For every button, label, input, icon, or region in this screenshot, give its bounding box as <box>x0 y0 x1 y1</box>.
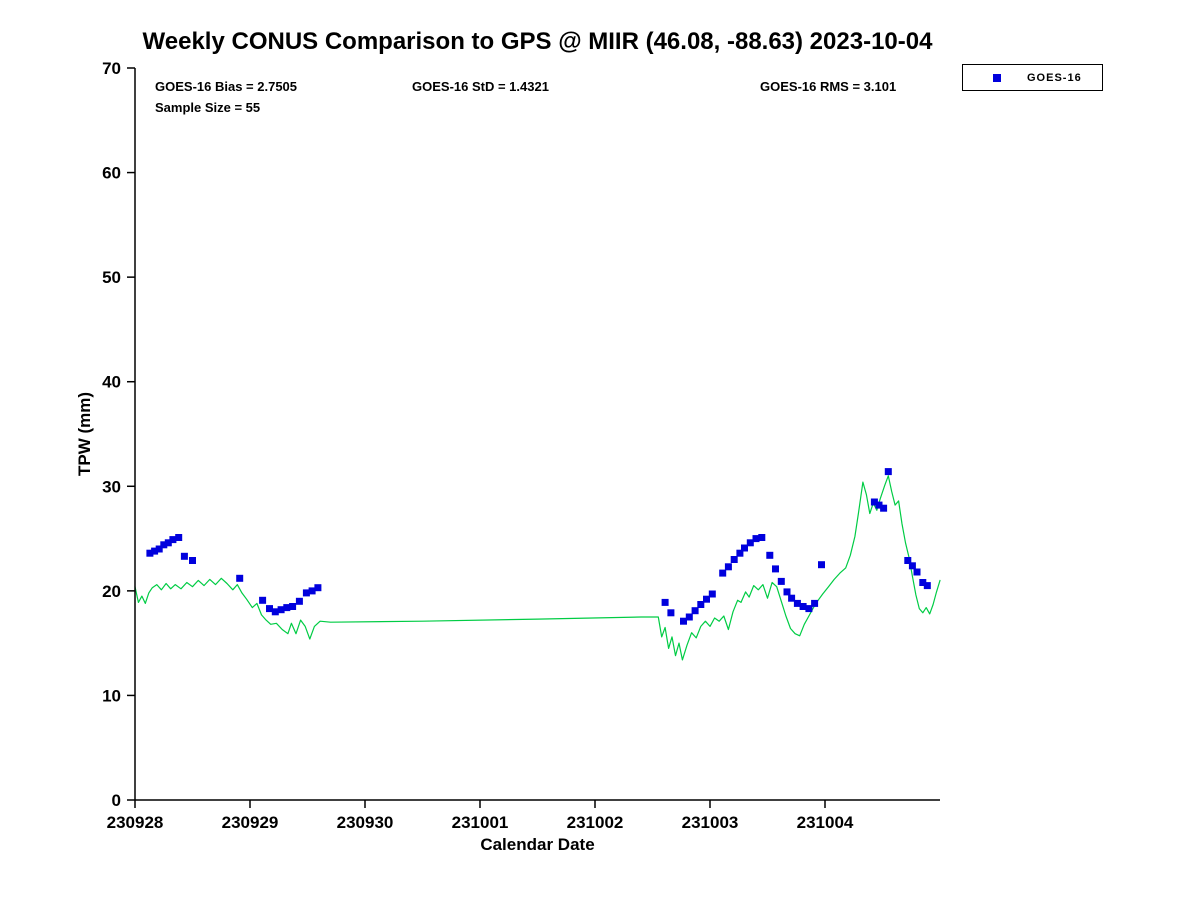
goes16-point <box>818 561 825 569</box>
x-tick-label: 231001 <box>452 813 509 832</box>
goes16-point <box>259 596 267 604</box>
goes16-point <box>758 534 766 541</box>
goes16-point <box>180 552 188 560</box>
goes16-point <box>169 536 177 544</box>
goes16-point <box>155 545 163 553</box>
goes16-point <box>736 549 744 557</box>
goes16-point <box>175 534 183 541</box>
rms-annotation: GOES-16 RMS = 3.101 <box>760 79 897 94</box>
goes16-point <box>697 601 705 608</box>
y-tick-label: 70 <box>102 59 121 78</box>
goes16-point <box>730 556 738 563</box>
goes16-point <box>719 569 727 577</box>
goes16-point <box>160 541 168 549</box>
goes16-point <box>661 598 669 606</box>
y-tick-label: 30 <box>102 477 121 496</box>
goes16-point <box>919 579 927 586</box>
goes16-point <box>691 607 699 615</box>
goes16-point <box>680 617 687 625</box>
goes16-point <box>811 599 819 607</box>
gps-line <box>134 475 941 661</box>
goes16-point <box>875 501 883 509</box>
y-axis-label: TPW (mm) <box>75 392 94 476</box>
x-axis-label: Calendar Date <box>480 835 594 854</box>
x-tick-label: 230929 <box>222 813 279 832</box>
goes16-point <box>277 606 285 614</box>
goes16-point <box>904 557 912 564</box>
y-tick-label: 20 <box>102 582 121 601</box>
goes16-point <box>772 565 779 573</box>
x-tick-label: 230928 <box>107 813 164 832</box>
y-tick-label: 50 <box>102 268 121 287</box>
x-tick-label: 231003 <box>682 813 739 832</box>
goes16-point <box>766 551 774 559</box>
goes16-point <box>685 613 693 621</box>
goes16-point <box>788 594 796 602</box>
goes16-point <box>302 589 310 597</box>
goes16-point <box>314 584 322 592</box>
sample-size-annotation: Sample Size = 55 <box>155 100 261 115</box>
goes16-point <box>703 595 710 603</box>
goes16-point <box>793 599 801 607</box>
goes16-point <box>295 597 303 605</box>
goes16-point <box>777 577 785 585</box>
goes16-point <box>805 605 813 613</box>
goes16-point <box>724 563 732 571</box>
goes16-point <box>799 603 807 610</box>
std-annotation: GOES-16 StD = 1.4321 <box>412 79 549 94</box>
goes16-point <box>746 539 754 547</box>
goes16-point <box>870 498 878 506</box>
goes16-point <box>908 562 916 570</box>
y-tick-label: 10 <box>102 686 121 705</box>
goes16-point <box>289 603 297 610</box>
goes16-point <box>923 582 931 590</box>
goes16-point <box>741 544 748 552</box>
goes16-point <box>151 547 159 555</box>
goes16-point <box>667 609 675 617</box>
bias-annotation: GOES-16 Bias = 2.7505 <box>155 79 298 94</box>
y-tick-label: 40 <box>102 373 121 392</box>
x-tick-label: 231002 <box>567 813 624 832</box>
y-tick-label: 0 <box>112 791 121 810</box>
x-tick-label: 230930 <box>337 813 394 832</box>
goes16-point <box>146 549 154 557</box>
goes16-point <box>708 590 716 598</box>
goes16-point <box>783 588 791 596</box>
goes16-point <box>283 604 291 612</box>
goes16-point <box>236 574 244 582</box>
goes16-point <box>752 535 760 543</box>
x-tick-label: 231004 <box>797 813 854 832</box>
goes16-point <box>266 605 273 613</box>
goes16-point <box>271 608 279 616</box>
goes16-point <box>913 568 921 576</box>
goes16-point <box>189 557 196 564</box>
goes16-legend-marker-icon <box>993 73 1001 82</box>
y-tick-label: 60 <box>102 164 121 183</box>
goes16-point <box>164 539 172 547</box>
chart-title: Weekly CONUS Comparison to GPS @ MIIR (4… <box>142 28 933 55</box>
goes16-point <box>884 468 892 476</box>
goes16-point <box>880 504 888 512</box>
goes16-point <box>308 587 316 595</box>
goes16-legend-label: GOES-16 <box>1027 71 1082 84</box>
legend: GOES-16 <box>962 64 1103 91</box>
